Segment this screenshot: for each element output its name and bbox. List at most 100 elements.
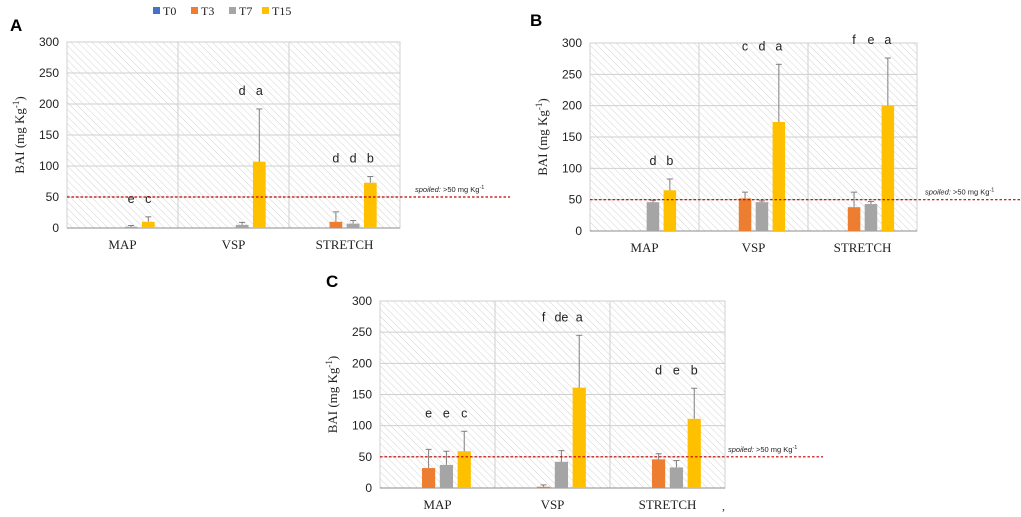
trailing-comma: ,	[722, 499, 725, 513]
y-axis-label-main: BAI (mg Kg	[535, 110, 550, 176]
threshold-label: spoiled: >50 mg Kg-1	[415, 185, 484, 194]
significance-letter: a	[884, 33, 891, 47]
y-tick-label: 250	[562, 67, 582, 81]
bar-t15-map	[663, 190, 677, 231]
y-axis-label-main: BAI (mg Kg	[12, 108, 27, 174]
bar-t3-vsp	[738, 198, 752, 231]
x-category-label: STRETCH	[316, 237, 374, 252]
significance-letter: e	[128, 192, 135, 206]
x-category-label: MAP	[423, 497, 451, 512]
legend-label-t7: T7	[239, 4, 252, 18]
legend-swatch-t3	[191, 7, 198, 14]
x-category-label: MAP	[108, 237, 136, 252]
threshold-label-italic: spoiled:	[728, 445, 754, 454]
y-tick-label: 0	[365, 481, 372, 495]
y-tick-label: 250	[39, 66, 59, 80]
bar-t15-stretch	[687, 418, 701, 488]
significance-letter: d	[332, 152, 339, 166]
bar-t7-stretch	[669, 467, 684, 488]
y-tick-label: 300	[352, 294, 372, 308]
y-axis-label-end: )	[12, 96, 27, 100]
threshold-label-italic: spoiled:	[925, 188, 951, 197]
legend-swatch-t15	[262, 7, 269, 14]
x-category-label: MAP	[630, 240, 658, 255]
bar-t7-map	[646, 202, 660, 231]
significance-letter: e	[425, 406, 432, 420]
legend-label-t3: T3	[201, 4, 214, 18]
y-tick-label: 150	[39, 128, 59, 142]
y-tick-label: 100	[39, 159, 59, 173]
significance-letter: f	[852, 33, 856, 47]
y-axis-label-end: )	[535, 98, 550, 102]
bar-t15-map	[457, 451, 471, 488]
significance-letter: c	[145, 192, 151, 206]
threshold-label: spoiled: >50 mg Kg-1	[728, 445, 797, 454]
y-tick-label: 150	[352, 388, 372, 402]
bar-t15-vsp	[572, 387, 586, 488]
bar-t3-stretch	[651, 459, 666, 488]
bar-t15-vsp	[252, 161, 266, 228]
bar-t7-stretch	[864, 204, 878, 231]
y-tick-label: 300	[562, 36, 582, 50]
y-tick-label: 50	[359, 450, 373, 464]
significance-letter: a	[576, 310, 583, 324]
threshold-label-rest: >50 mg Kg	[441, 185, 480, 194]
y-tick-label: 100	[562, 161, 582, 175]
panel-letter: C	[326, 272, 338, 291]
legend-swatch-t7	[229, 7, 236, 14]
legend-label-t0: T0	[163, 4, 176, 18]
y-tick-label: 50	[569, 193, 583, 207]
x-category-label: VSP	[742, 240, 766, 255]
y-tick-label: 100	[352, 419, 372, 433]
threshold-label-sup: -1	[989, 188, 994, 194]
y-axis-label-sup: -1	[324, 360, 334, 368]
significance-letter: de	[554, 310, 568, 324]
x-category-label: STRETCH	[834, 240, 892, 255]
y-tick-label: 200	[352, 356, 372, 370]
threshold-label: spoiled: >50 mg Kg-1	[925, 188, 994, 197]
significance-letter: d	[350, 152, 357, 166]
significance-letter: d	[655, 363, 662, 377]
y-axis-label: BAI (mg Kg-1)	[11, 96, 27, 174]
bar-t7-map	[439, 464, 454, 488]
y-axis-label-sup: -1	[11, 101, 21, 109]
y-tick-label: 300	[39, 35, 59, 49]
bar-t15-map	[141, 221, 155, 228]
legend: T0 T3 T7 T15	[153, 4, 291, 18]
bar-t15-vsp	[772, 121, 786, 231]
y-tick-label: 250	[352, 325, 372, 339]
significance-letter: c	[742, 39, 748, 53]
y-tick-label: 50	[46, 190, 60, 204]
threshold-label-sup: -1	[792, 445, 797, 451]
bar-t7-stretch	[346, 223, 360, 228]
bar-t3-vsp	[536, 486, 551, 488]
y-tick-label: 0	[52, 221, 59, 235]
significance-letter: d	[239, 84, 246, 98]
bar-t3-stretch	[329, 221, 343, 228]
y-axis-label: BAI (mg Kg-1)	[534, 98, 550, 176]
y-axis-label-main: BAI (mg Kg	[325, 367, 340, 433]
threshold-label-italic: spoiled:	[415, 185, 441, 194]
significance-letter: f	[542, 310, 546, 324]
significance-letter: b	[367, 152, 374, 166]
panel-letter: A	[10, 16, 22, 35]
y-tick-label: 0	[575, 224, 582, 238]
bar-t7-vsp	[554, 461, 569, 488]
significance-letter: a	[256, 84, 263, 98]
significance-letter: e	[443, 406, 450, 420]
bar-t7-vsp	[235, 224, 249, 228]
threshold-label-rest: >50 mg Kg	[951, 188, 990, 197]
legend-swatch-t0	[153, 7, 160, 14]
panel-letter: B	[530, 11, 542, 30]
significance-letter: d	[649, 154, 656, 168]
significance-letter: e	[673, 363, 680, 377]
bar-t15-stretch	[363, 182, 377, 228]
significance-letter: b	[666, 154, 673, 168]
significance-letter: c	[461, 406, 467, 420]
x-category-label: VSP	[541, 497, 565, 512]
bar-t3-stretch	[847, 207, 861, 231]
bar-t15-stretch	[881, 105, 895, 231]
